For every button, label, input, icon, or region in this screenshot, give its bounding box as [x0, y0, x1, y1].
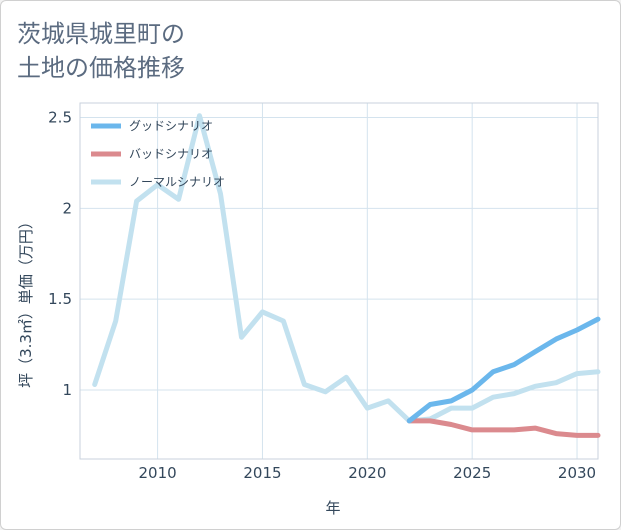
x-tick-label: 2010: [139, 464, 177, 482]
plot-area-border: [79, 102, 599, 460]
x-tick-labels: 2010 2015 2020 2025 2030: [139, 464, 597, 482]
y-tick-label: 1: [62, 381, 72, 399]
series-lines: [92, 113, 601, 438]
chart-title-line-1: 茨城県城里町の: [17, 20, 185, 48]
x-tick-label: 2015: [243, 464, 281, 482]
x-tick-label: 2020: [348, 464, 386, 482]
series-line: [406, 418, 601, 438]
chart-title: 茨城県城里町の 土地の価格推移: [17, 17, 185, 85]
series-line: [92, 113, 601, 424]
y-tick-label: 1.5: [48, 290, 72, 308]
y-tick-label: 2: [62, 199, 72, 217]
legend-label: グッドシナリオ: [129, 119, 213, 133]
x-tick-label: 2025: [453, 464, 491, 482]
x-tick-label: 2030: [558, 464, 596, 482]
x-axis-title: 年: [325, 499, 340, 517]
chart-title-line-2: 土地の価格推移: [17, 54, 185, 82]
y-tick-label: 2.5: [48, 109, 72, 127]
gridlines: [80, 103, 598, 459]
legend-label: ノーマルシナリオ: [129, 175, 225, 189]
legend-label: バッドシナリオ: [129, 147, 213, 161]
y-axis-title: 坪（3.3㎡）単価（万円）: [17, 214, 35, 388]
series-line: [406, 316, 601, 424]
y-tick-labels: 1 1.5 2 2.5: [48, 109, 72, 399]
